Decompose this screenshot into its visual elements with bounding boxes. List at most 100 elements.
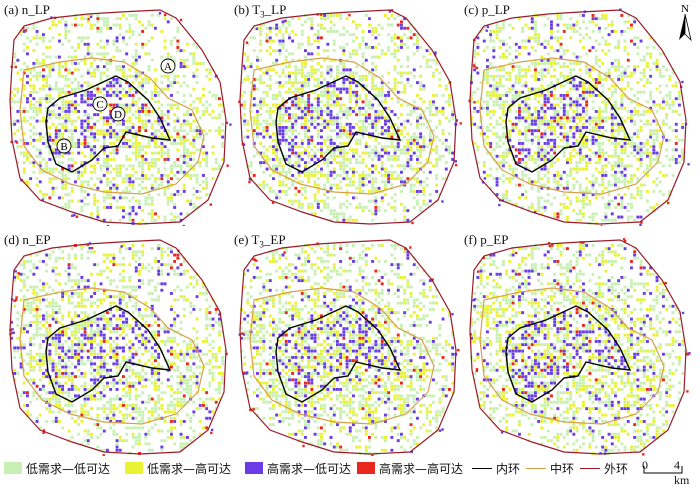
grid-cell xyxy=(144,129,147,132)
grid-cell xyxy=(122,177,125,180)
grid-cell xyxy=(371,107,374,110)
grid-cell xyxy=(317,164,320,167)
grid-cell xyxy=(374,46,377,49)
grid-cell xyxy=(122,180,125,183)
grid-cell xyxy=(553,177,556,180)
grid-cell xyxy=(320,209,323,212)
grid-cell xyxy=(109,196,112,199)
grid-cell xyxy=(173,104,176,107)
grid-cell xyxy=(496,68,499,71)
grid-cell xyxy=(579,136,582,139)
grid-cell xyxy=(630,142,633,145)
grid-cell xyxy=(649,145,652,148)
grid-cell xyxy=(180,59,183,62)
grid-cell xyxy=(374,196,377,199)
grid-cell xyxy=(109,123,112,126)
grid-cell xyxy=(167,78,170,81)
grid-cell xyxy=(390,132,393,135)
grid-cell xyxy=(272,104,275,107)
grid-cell xyxy=(649,68,652,71)
grid-cell xyxy=(314,107,317,110)
grid-cell xyxy=(333,216,336,219)
grid-cell xyxy=(400,203,403,206)
grid-cell xyxy=(534,136,537,139)
grid-cell xyxy=(643,184,646,187)
grid-cell xyxy=(87,91,90,94)
grid-cell xyxy=(675,84,678,87)
grid-cell xyxy=(164,168,167,171)
grid-cell xyxy=(330,84,333,87)
grid-cell xyxy=(617,155,620,158)
grid-cell xyxy=(371,171,374,174)
grid-cell xyxy=(563,30,566,33)
grid-cell xyxy=(585,100,588,103)
grid-cell xyxy=(416,49,419,52)
grid-cell xyxy=(183,184,186,187)
grid-cell xyxy=(314,212,317,215)
grid-cell xyxy=(579,62,582,65)
grid-cell xyxy=(524,174,527,177)
grid-cell xyxy=(656,136,659,139)
grid-cell xyxy=(349,84,352,87)
grid-cell xyxy=(176,136,179,139)
grid-cell xyxy=(304,107,307,110)
grid-cell xyxy=(29,161,32,164)
grid-cell xyxy=(537,148,540,151)
grid-cell xyxy=(540,206,543,209)
grid-cell xyxy=(285,126,288,129)
grid-cell xyxy=(132,33,135,36)
grid-cell xyxy=(362,126,365,129)
grid-cell xyxy=(202,152,205,155)
grid-cell xyxy=(112,152,115,155)
grid-cell xyxy=(362,180,365,183)
grid-cell xyxy=(547,177,550,180)
grid-cell xyxy=(119,250,122,253)
grid-cell xyxy=(534,72,537,75)
grid-cell xyxy=(665,113,668,116)
grid-cell xyxy=(403,180,406,183)
grid-cell xyxy=(16,72,19,75)
grid-cell xyxy=(29,104,32,107)
grid-cell xyxy=(397,155,400,158)
grid-cell xyxy=(579,14,582,17)
grid-cell xyxy=(508,72,511,75)
grid-cell xyxy=(109,193,112,196)
grid-cell xyxy=(330,136,333,139)
grid-cell xyxy=(397,148,400,151)
grid-cell xyxy=(256,120,259,123)
grid-cell xyxy=(42,84,45,87)
grid-cell xyxy=(611,94,614,97)
grid-cell xyxy=(183,152,186,155)
grid-cell xyxy=(48,254,51,257)
grid-cell xyxy=(68,116,71,119)
grid-cell xyxy=(138,184,141,187)
grid-cell xyxy=(394,158,397,161)
grid-cell xyxy=(170,168,173,171)
grid-cell xyxy=(652,62,655,65)
grid-cell xyxy=(556,110,559,113)
grid-cell xyxy=(304,78,307,81)
grid-cell xyxy=(355,91,358,94)
grid-cell xyxy=(55,129,58,132)
grid-cell xyxy=(604,72,607,75)
grid-cell xyxy=(595,62,598,65)
grid-cell xyxy=(483,164,486,167)
grid-cell xyxy=(365,129,368,132)
grid-cell xyxy=(90,91,93,94)
grid-cell xyxy=(87,203,90,206)
grid-cell xyxy=(87,46,90,49)
grid-cell xyxy=(410,155,413,158)
grid-cell xyxy=(71,129,74,132)
grid-cell xyxy=(381,196,384,199)
grid-cell xyxy=(282,68,285,71)
grid-cell xyxy=(643,68,646,71)
grid-cell xyxy=(256,59,259,62)
grid-cell xyxy=(611,142,614,145)
grid-cell xyxy=(416,123,419,126)
grid-cell xyxy=(336,104,339,107)
grid-cell xyxy=(346,17,349,20)
grid-cell xyxy=(435,164,438,167)
grid-cell xyxy=(544,104,547,107)
grid-cell xyxy=(320,100,323,103)
grid-cell xyxy=(649,152,652,155)
